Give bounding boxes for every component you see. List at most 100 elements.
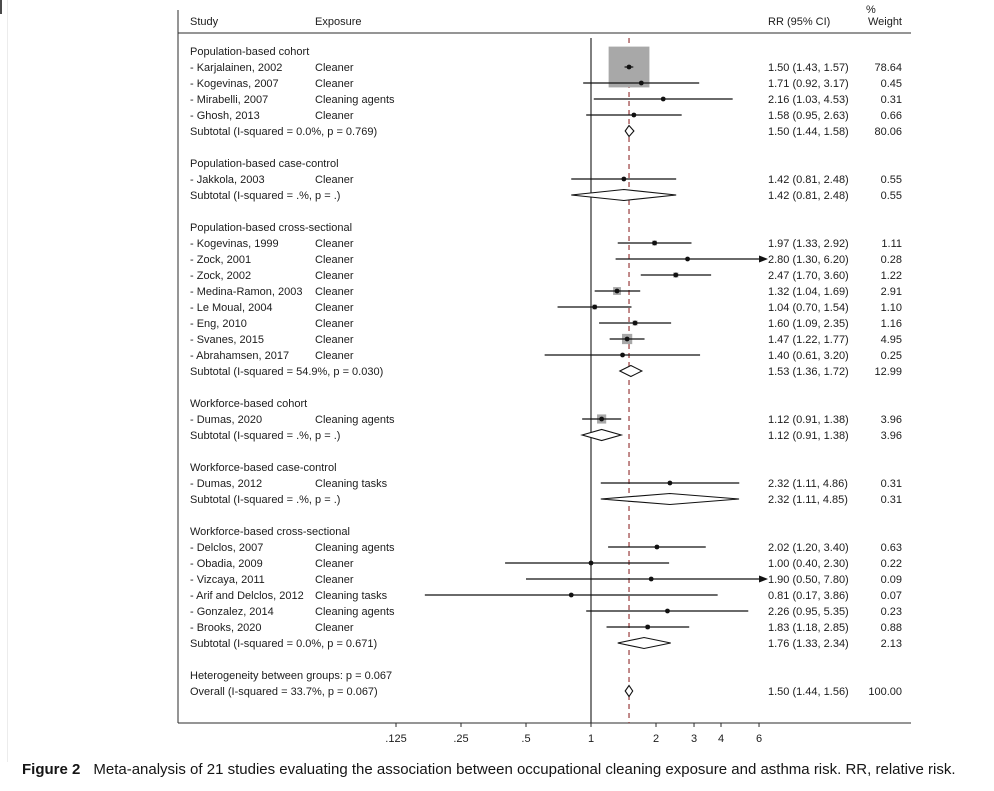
rr-ci-value: 2.16 (1.03, 4.53): [768, 94, 849, 106]
column-header-study: Study: [190, 16, 219, 28]
point-estimate: [631, 112, 637, 118]
exposure-label: Cleaning tasks: [315, 478, 388, 490]
weight-value: 0.31: [881, 94, 902, 106]
figure-caption-text: Meta-analysis of 21 studies evaluating t…: [93, 761, 956, 778]
subtotal-label: Subtotal (I-squared = 0.0%, p = 0.671): [190, 638, 377, 650]
weight-value: 2.13: [881, 638, 902, 650]
point-estimate: [667, 480, 673, 486]
point-estimate: [592, 304, 598, 310]
exposure-label: Cleaner: [315, 334, 354, 346]
subtotal-label: Subtotal (I-squared = .%, p = .): [190, 190, 340, 202]
point-estimate: [624, 336, 630, 342]
study-label: - Zock, 2001: [190, 254, 251, 266]
study-label: - Vizcaya, 2011: [190, 574, 265, 586]
rr-ci-value: 0.81 (0.17, 3.86): [768, 590, 849, 602]
subtotal-diamond: [580, 428, 624, 442]
group-label: Workforce-based cross-sectional: [190, 526, 350, 538]
forest-plot-canvas: Study Exposure RR (95% CI)%Weight .125 .25 .5…: [177, 4, 911, 745]
weight-value: 12.99: [874, 366, 902, 378]
subtotal-label: Subtotal (I-squared = 54.9%, p = 0.030): [190, 366, 383, 378]
ci-arrow: [759, 255, 769, 263]
group-label: Workforce-based cohort: [190, 398, 307, 410]
study-label: - Gonzalez, 2014: [190, 606, 274, 618]
column-header-weight: Weight: [868, 16, 902, 28]
rr-ci-value: 1.42 (0.81, 2.48): [768, 174, 849, 186]
weight-value: 78.64: [874, 62, 902, 74]
study-label: - Karjalainen, 2002: [190, 62, 282, 74]
exposure-label: Cleaner: [315, 270, 354, 282]
study-label: - Arif and Delclos, 2012: [190, 590, 304, 602]
study-label: - Obadia, 2009: [190, 558, 263, 570]
study-label: - Medina-Ramon, 2003: [190, 286, 303, 298]
point-estimate: [652, 240, 657, 246]
point-estimate: [626, 64, 632, 70]
weight-value: 0.22: [881, 558, 902, 570]
ci-arrow: [759, 575, 769, 583]
rr-ci-value: 2.32 (1.11, 4.86): [768, 478, 848, 490]
rr-ci-value: 1.40 (0.61, 3.20): [768, 350, 849, 362]
weight-value: 0.07: [881, 590, 902, 602]
group-label: Workforce-based case-control: [190, 462, 337, 474]
column-header-rr: RR (95% CI): [768, 16, 830, 28]
rr-ci-value: 1.32 (1.04, 1.69): [768, 286, 849, 298]
group-label: Population-based case-control: [190, 158, 339, 170]
study-label: - Mirabelli, 2007: [190, 94, 268, 106]
overall-diamond: [624, 684, 634, 698]
exposure-label: Cleaner: [315, 302, 354, 314]
rr-ci-value: 2.02 (1.20, 3.40): [768, 542, 849, 554]
x-tick-label: .5: [521, 733, 530, 745]
weight-value: 4.95: [881, 334, 902, 346]
group-label: Population-based cohort: [190, 46, 309, 58]
point-estimate: [673, 272, 679, 278]
exposure-label: Cleaner: [315, 78, 354, 90]
point-estimate: [654, 544, 660, 550]
subtotal-label: Subtotal (I-squared = .%, p = .): [190, 430, 340, 442]
study-label: - Ghosh, 2013: [190, 110, 260, 122]
exposure-label: Cleaner: [315, 110, 354, 122]
rr-ci-value: 1.76 (1.33, 2.34): [768, 638, 849, 650]
exposure-label: Cleaner: [315, 174, 354, 186]
rr-ci-value: 1.00 (0.40, 2.30): [768, 558, 849, 570]
study-label: - Dumas, 2020: [190, 414, 262, 426]
study-label: - Svanes, 2015: [190, 334, 264, 346]
weight-value: 0.31: [881, 494, 902, 506]
subtotal-diamond: [600, 492, 740, 506]
x-tick-label: 2: [653, 733, 659, 745]
column-header-exposure: Exposure: [315, 16, 361, 28]
exposure-label: Cleaner: [315, 286, 354, 298]
point-estimate: [638, 80, 644, 86]
x-tick-label: .25: [453, 733, 468, 745]
weight-value: 0.25: [881, 350, 902, 362]
study-label: - Delclos, 2007: [190, 542, 263, 554]
group-label: Population-based cross-sectional: [190, 222, 352, 234]
weight-value: 80.06: [874, 126, 902, 138]
point-estimate: [660, 96, 666, 102]
study-label: - Jakkola, 2003: [190, 174, 265, 186]
scan-corner-artifact: [0, 0, 2, 14]
weight-value: 1.11: [881, 238, 902, 250]
heterogeneity-note: Heterogeneity between groups: p = 0.067: [190, 670, 392, 682]
weight-value: 0.23: [881, 606, 902, 618]
exposure-label: Cleaning agents: [315, 94, 395, 106]
point-estimate: [632, 320, 638, 326]
rr-ci-value: 1.50 (1.44, 1.56): [768, 686, 849, 698]
x-tick-label: .125: [385, 733, 406, 745]
rr-ci-value: 1.53 (1.36, 1.72): [768, 366, 849, 378]
rr-ci-value: 1.12 (0.91, 1.38): [768, 430, 849, 442]
rr-ci-value: 1.90 (0.50, 7.80): [768, 574, 849, 586]
weight-value: 0.88: [881, 622, 902, 634]
weight-value: 3.96: [881, 430, 902, 442]
weight-value: 100.00: [868, 686, 902, 698]
study-label: - Abrahamsen, 2017: [190, 350, 289, 362]
study-label: - Kogevinas, 2007: [190, 78, 279, 90]
exposure-label: Cleaner: [315, 574, 354, 586]
exposure-label: Cleaner: [315, 238, 354, 250]
rr-ci-value: 1.97 (1.33, 2.92): [768, 238, 849, 250]
study-label: - Zock, 2002: [190, 270, 251, 282]
weight-value: 2.91: [881, 286, 902, 298]
study-label: - Dumas, 2012: [190, 478, 262, 490]
exposure-label: Cleaning agents: [315, 542, 395, 554]
exposure-label: Cleaner: [315, 622, 354, 634]
exposure-label: Cleaner: [315, 254, 354, 266]
rr-ci-value: 1.12 (0.91, 1.38): [768, 414, 849, 426]
